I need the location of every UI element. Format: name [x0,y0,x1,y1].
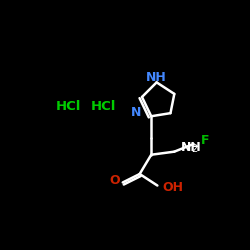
Text: HCl: HCl [56,100,82,114]
Text: NH: NH [146,71,167,84]
Text: N: N [131,106,141,119]
Text: OH: OH [162,181,183,194]
Text: HCl: HCl [91,100,116,114]
Text: 2: 2 [191,144,198,154]
Text: NH: NH [180,140,201,153]
Text: F: F [201,134,210,146]
Text: O: O [109,174,120,188]
